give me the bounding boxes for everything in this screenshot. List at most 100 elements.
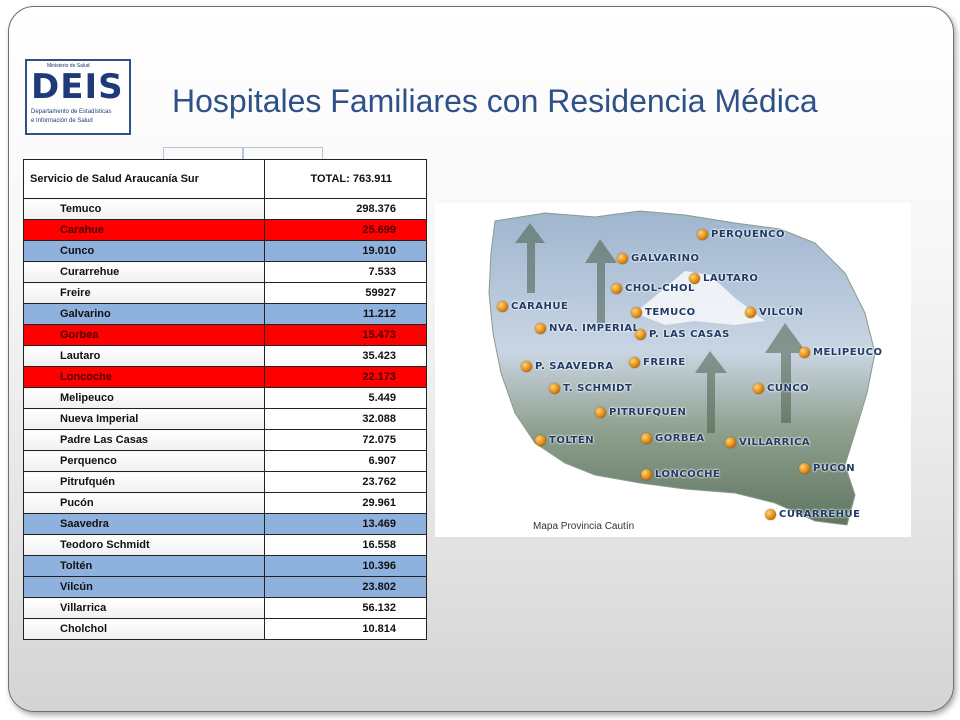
table-row: Gorbea 15.473 bbox=[23, 324, 428, 346]
town-pin-icon bbox=[631, 307, 642, 318]
town-pin-icon bbox=[725, 437, 736, 448]
row-commune-name: Cholchol bbox=[23, 618, 265, 640]
row-commune-name: Freire bbox=[23, 282, 265, 304]
header-service-name: Servicio de Salud Araucanía Sur bbox=[23, 159, 265, 199]
map-town-marker: CARAHUE bbox=[497, 301, 568, 312]
map-caption: Mapa Provincia Cautín bbox=[533, 521, 635, 532]
row-commune-name: Loncoche bbox=[23, 366, 265, 388]
row-commune-name: Lautaro bbox=[23, 345, 265, 367]
town-pin-icon bbox=[641, 469, 652, 480]
town-pin-icon bbox=[689, 273, 700, 284]
map-town-marker: VILCÚN bbox=[745, 307, 804, 318]
map-town-marker: TOLTÉN bbox=[535, 435, 594, 446]
table-header-row: Servicio de Salud Araucanía Sur TOTAL: 7… bbox=[23, 159, 428, 199]
row-population-value: 15.473 bbox=[263, 324, 428, 346]
table-row: Cholchol 10.814 bbox=[23, 618, 428, 640]
row-commune-name: Villarrica bbox=[23, 597, 265, 619]
table-row: Teodoro Schmidt 16.558 bbox=[23, 534, 428, 556]
town-pin-icon bbox=[497, 301, 508, 312]
row-population-value: 35.423 bbox=[263, 345, 428, 367]
map-landscape bbox=[488, 210, 876, 526]
row-commune-name: Gorbea bbox=[23, 324, 265, 346]
town-pin-icon bbox=[745, 307, 756, 318]
table-row: Loncoche 22.173 bbox=[23, 366, 428, 388]
town-pin-icon bbox=[799, 347, 810, 358]
table-row: Lautaro 35.423 bbox=[23, 345, 428, 367]
map-town-marker: CUNCO bbox=[753, 383, 809, 394]
town-pin-icon bbox=[535, 323, 546, 334]
slide: Ministerio de Salud DEIS Departamento de… bbox=[8, 6, 954, 712]
town-label: P. LAS CASAS bbox=[649, 329, 730, 340]
table-row: Vilcún 23.802 bbox=[23, 576, 428, 598]
town-pin-icon bbox=[629, 357, 640, 368]
row-commune-name: Saavedra bbox=[23, 513, 265, 535]
row-population-value: 23.762 bbox=[263, 471, 428, 493]
row-population-value: 13.469 bbox=[263, 513, 428, 535]
town-label: GORBEA bbox=[655, 433, 705, 444]
row-commune-name: Nueva Imperial bbox=[23, 408, 265, 430]
map-town-marker: PITRUFQUEN bbox=[595, 407, 686, 418]
map-town-marker: GALVARINO bbox=[617, 253, 700, 264]
town-pin-icon bbox=[799, 463, 810, 474]
town-label: TEMUCO bbox=[645, 307, 696, 318]
deis-logo: Ministerio de Salud DEIS Departamento de… bbox=[25, 59, 131, 135]
logo-mark: DEIS bbox=[31, 67, 124, 107]
table-row: Freire 59927 bbox=[23, 282, 428, 304]
row-population-value: 7.533 bbox=[263, 261, 428, 283]
table-row: Curarrehue 7.533 bbox=[23, 261, 428, 283]
row-population-value: 25.699 bbox=[263, 219, 428, 241]
town-pin-icon bbox=[697, 229, 708, 240]
row-commune-name: Pucón bbox=[23, 492, 265, 514]
town-label: T. SCHMIDT bbox=[563, 383, 633, 394]
row-population-value: 10.396 bbox=[263, 555, 428, 577]
row-commune-name: Pitrufquén bbox=[23, 471, 265, 493]
row-population-value: 56.132 bbox=[263, 597, 428, 619]
table-row: Villarrica 56.132 bbox=[23, 597, 428, 619]
town-label: CUNCO bbox=[767, 383, 810, 394]
town-label: LONCOCHE bbox=[655, 469, 721, 480]
row-population-value: 6.907 bbox=[263, 450, 428, 472]
row-population-value: 11.212 bbox=[263, 303, 428, 325]
row-commune-name: Vilcún bbox=[23, 576, 265, 598]
town-pin-icon bbox=[549, 383, 560, 394]
map-town-marker: LONCOCHE bbox=[641, 469, 720, 480]
map-town-marker: P. LAS CASAS bbox=[635, 329, 730, 340]
town-label: P. SAAVEDRA bbox=[535, 361, 614, 372]
row-population-value: 32.088 bbox=[263, 408, 428, 430]
row-population-value: 29.961 bbox=[263, 492, 428, 514]
map-town-marker: T. SCHMIDT bbox=[549, 383, 632, 394]
row-population-value: 10.814 bbox=[263, 618, 428, 640]
town-label: VILLARRICA bbox=[739, 437, 811, 448]
row-commune-name: Toltén bbox=[23, 555, 265, 577]
town-label: NVA. IMPERIAL bbox=[549, 323, 640, 334]
map-town-marker: CHOL-CHOL bbox=[611, 283, 695, 294]
table-row: Padre Las Casas 72.075 bbox=[23, 429, 428, 451]
row-population-value: 298.376 bbox=[263, 198, 428, 220]
table-row: Carahue 25.699 bbox=[23, 219, 428, 241]
town-pin-icon bbox=[765, 509, 776, 520]
volcano-snow bbox=[635, 271, 765, 325]
row-commune-name: Cunco bbox=[23, 240, 265, 262]
logo-line-2: e Información de Salud bbox=[31, 118, 93, 124]
row-population-value: 59927 bbox=[263, 282, 428, 304]
town-pin-icon bbox=[595, 407, 606, 418]
row-commune-name: Melipeuco bbox=[23, 387, 265, 409]
town-label: LAUTARO bbox=[703, 273, 759, 284]
map-town-marker: PERQUENCO bbox=[697, 229, 785, 240]
cautin-province-map: PERQUENCO GALVARINO LAUTARO CHOL-CHOL CARAHU… bbox=[435, 203, 911, 537]
table-row: Toltén 10.396 bbox=[23, 555, 428, 577]
town-pin-icon bbox=[611, 283, 622, 294]
table-row: Galvarino 11.212 bbox=[23, 303, 428, 325]
row-population-value: 23.802 bbox=[263, 576, 428, 598]
province-shape bbox=[488, 210, 876, 526]
town-label: TOLTÉN bbox=[549, 435, 595, 446]
town-pin-icon bbox=[641, 433, 652, 444]
table-row: Cunco 19.010 bbox=[23, 240, 428, 262]
logo-ministry-text: Ministerio de Salud bbox=[47, 63, 90, 69]
map-town-marker: VILLARRICA bbox=[725, 437, 810, 448]
table-row: Temuco 298.376 bbox=[23, 198, 428, 220]
map-town-marker: CURARREHUE bbox=[765, 509, 860, 520]
table-row: Perquenco 6.907 bbox=[23, 450, 428, 472]
table-row: Pucón 29.961 bbox=[23, 492, 428, 514]
slide-title: Hospitales Familiares con Residencia Méd… bbox=[172, 83, 818, 119]
